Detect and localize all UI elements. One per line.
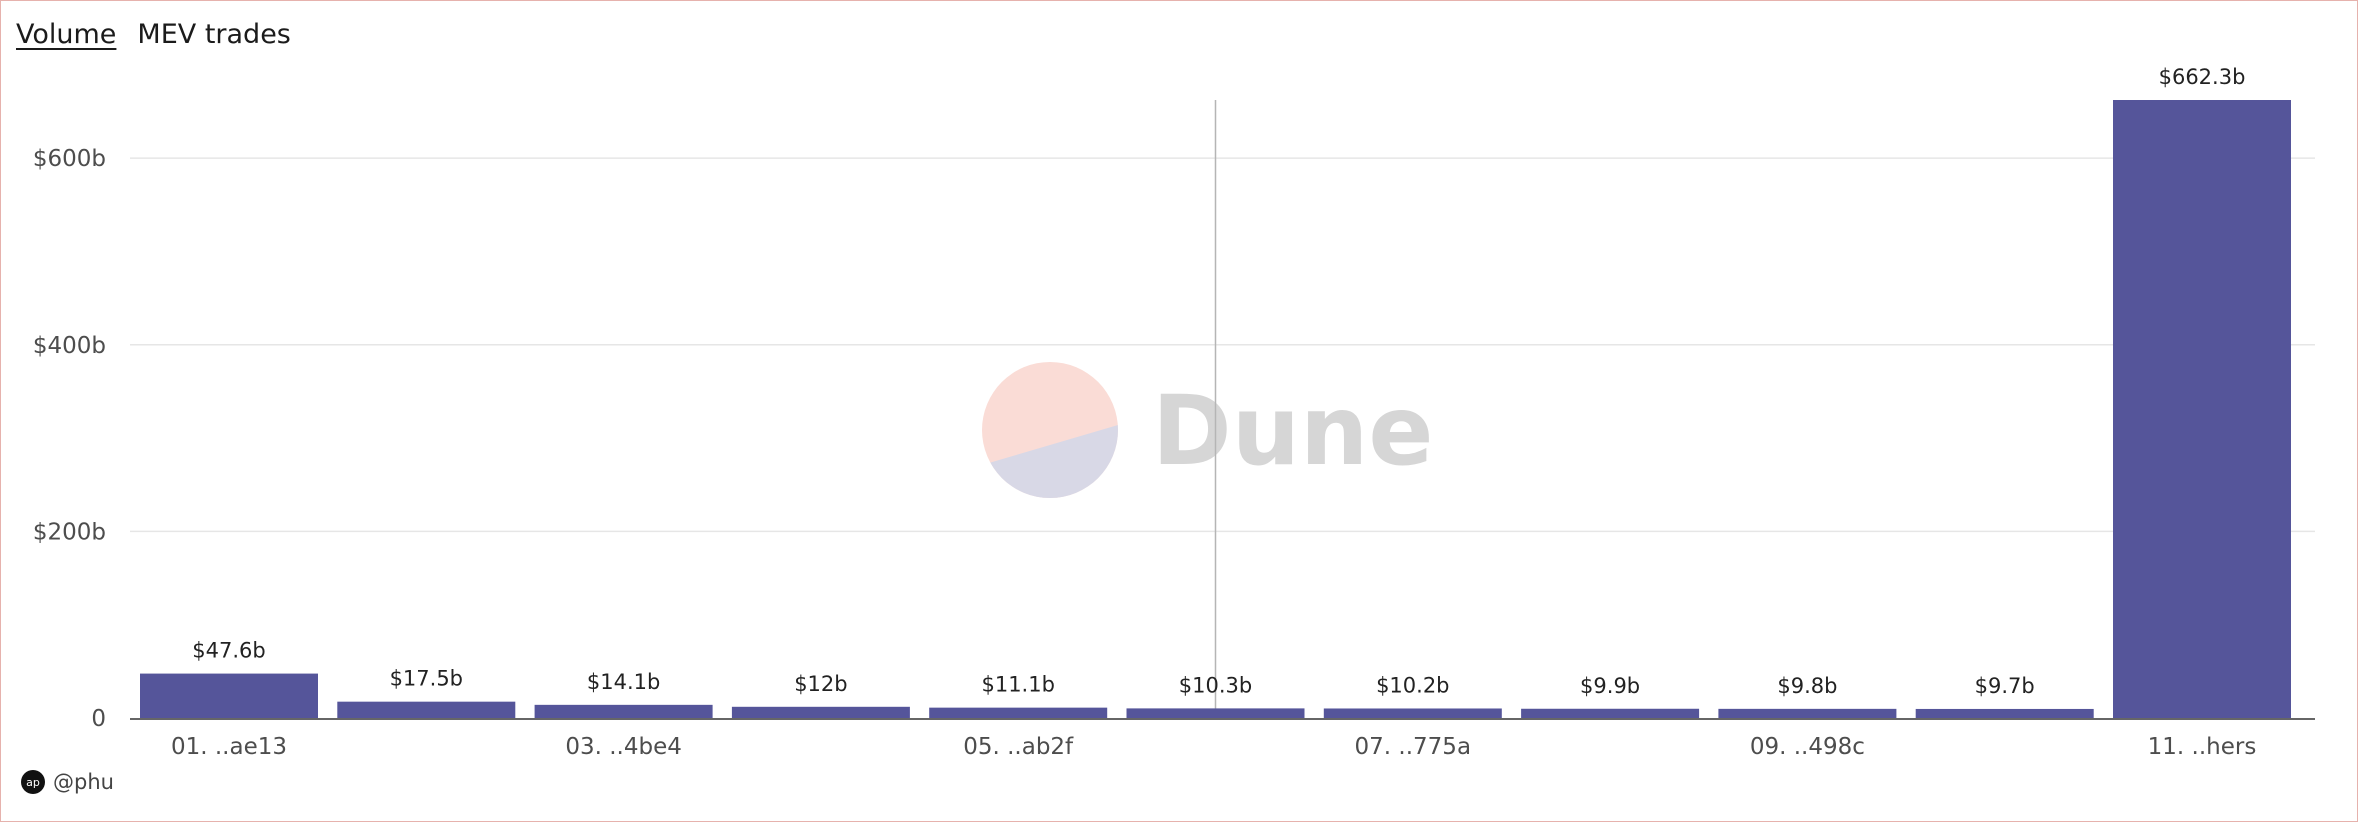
x-tick-label: 09. ..498c [1750,734,1865,760]
y-tick-label: 0 [91,706,106,732]
watermark-text: Dune [1152,375,1433,487]
bar[interactable] [140,673,318,718]
data-label: $662.3b [2159,65,2246,89]
tab-bar: Volume MEV trades [16,18,291,52]
bar[interactable] [534,704,713,718]
y-tick-label: $200b [33,519,106,545]
data-label: $12b [794,672,847,696]
dune-watermark: Dune [982,362,1433,498]
data-label: $11.1b [981,673,1054,697]
dune-logo-icon [982,362,1118,498]
bar[interactable] [1718,708,1897,718]
y-tick-label: $600b [33,146,106,172]
author-handle: @phu [53,770,114,794]
x-tick-label: 01. ..ae13 [171,734,287,760]
data-label: $10.3b [1179,673,1252,697]
x-tick-label: 07. ..775a [1355,734,1472,760]
bar[interactable] [929,707,1108,718]
data-label: $10.2b [1376,673,1449,697]
data-label: $9.9b [1580,674,1640,698]
bar[interactable] [337,701,516,718]
bar[interactable] [731,706,910,718]
bar[interactable] [1323,708,1502,718]
author-avatar: ap [21,770,45,794]
bar[interactable] [1126,708,1305,718]
x-tick-label: 05. ..ab2f [963,734,1074,760]
tab-volume[interactable]: Volume [16,19,117,50]
tab-mev-trades[interactable]: MEV trades [137,19,291,50]
y-tick-label: $400b [33,333,106,359]
x-tick-label: 03. ..4be4 [565,734,682,760]
data-label: $17.5b [390,667,463,691]
author-credit[interactable]: ap @phu [21,770,114,794]
data-label: $9.7b [1975,674,2035,698]
bar[interactable] [1521,708,1700,718]
bar[interactable] [1915,708,2094,718]
data-label: $14.1b [587,670,660,694]
data-label: $9.8b [1777,674,1837,698]
data-label: $47.6b [192,639,265,663]
bar[interactable] [2113,100,2291,718]
x-tick-label: 11. ..hers [2148,734,2257,760]
